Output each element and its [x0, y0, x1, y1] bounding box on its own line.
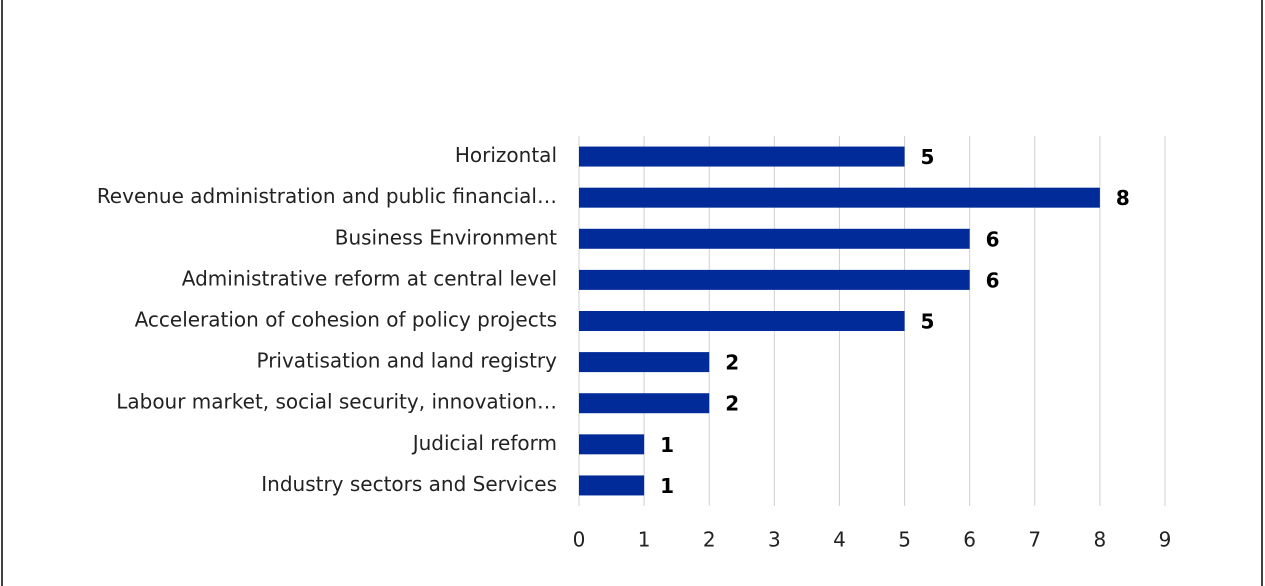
bar [579, 475, 645, 496]
x-tick-label: 2 [703, 528, 716, 552]
y-tick-label: Horizontal [455, 143, 557, 167]
bar [579, 352, 710, 373]
x-tick-label: 5 [898, 528, 911, 552]
y-tick-label: Privatisation and land registry [256, 349, 557, 373]
x-tick-label: 6 [963, 528, 976, 552]
bar [579, 434, 645, 455]
y-tick-label: Labour market, social security, innovati… [116, 390, 557, 414]
value-label: 6 [986, 227, 1000, 251]
y-tick-label: Administrative reform at central level [182, 266, 557, 290]
x-tick-label: 7 [1028, 528, 1041, 552]
x-tick-label: 1 [638, 528, 651, 552]
bar [579, 311, 905, 331]
y-tick-label: Revenue administration and public financ… [97, 184, 557, 208]
value-label: 2 [725, 351, 739, 375]
x-tick-label: 9 [1159, 528, 1172, 552]
y-tick-label: Acceleration of cohesion of policy proje… [135, 308, 557, 332]
value-label: 8 [1116, 186, 1130, 210]
bar [579, 187, 1100, 208]
y-tick-label: Judicial reform [411, 431, 557, 455]
value-label: 1 [660, 474, 674, 498]
x-tick-label: 0 [573, 528, 586, 552]
bar [579, 146, 905, 167]
bar [579, 393, 710, 414]
bar [579, 269, 970, 290]
x-tick-label: 3 [768, 528, 781, 552]
x-tick-label: 8 [1094, 528, 1107, 552]
x-tick-label: 4 [833, 528, 846, 552]
y-tick-label: Business Environment [335, 225, 557, 249]
value-label: 5 [921, 310, 935, 334]
y-tick-label: Industry sectors and Services [261, 472, 557, 496]
value-label: 2 [725, 392, 739, 416]
value-label: 5 [921, 145, 935, 169]
bar [579, 228, 970, 249]
value-label: 1 [660, 433, 674, 457]
value-label: 6 [986, 268, 1000, 292]
